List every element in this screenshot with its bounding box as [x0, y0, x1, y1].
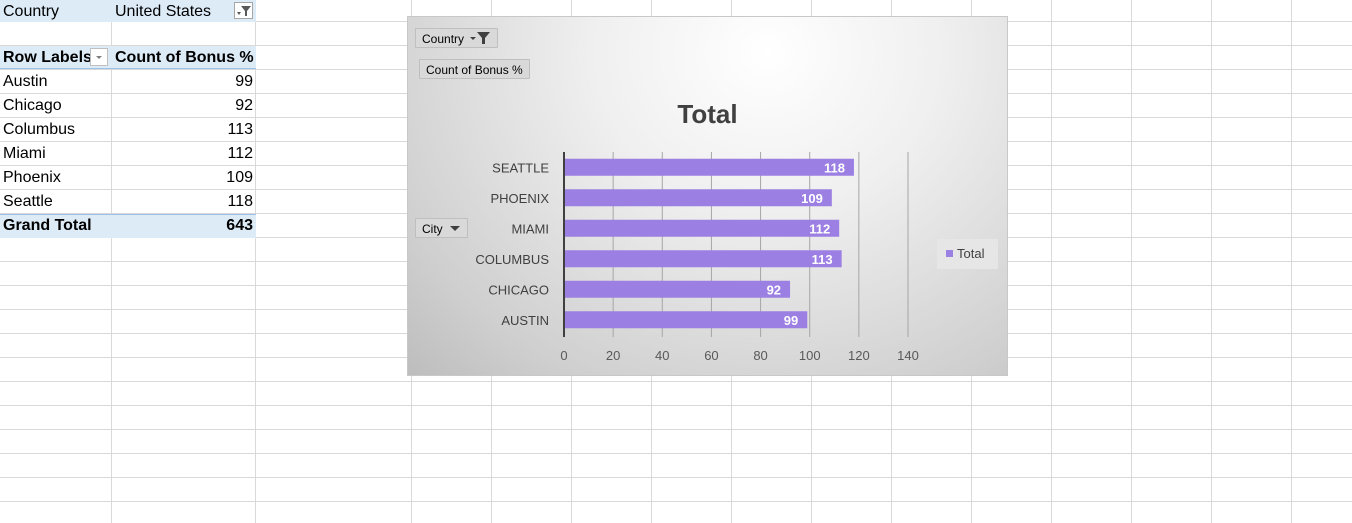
- pivot-row-label: Chicago: [3, 97, 62, 114]
- chevron-down-icon: [96, 56, 102, 59]
- data-label: 109: [801, 191, 823, 206]
- grid-row-line: [0, 429, 1352, 430]
- pivot-header-row: [0, 46, 256, 69]
- pivot-row-label: Seattle: [3, 193, 53, 210]
- y-category-label: MIAMI: [511, 221, 549, 236]
- data-label: 92: [767, 282, 781, 297]
- count-of-bonus-button[interactable]: Count of Bonus %: [419, 59, 530, 79]
- grid-row-line: [0, 501, 1352, 502]
- bar: [564, 250, 842, 268]
- grid-row-line: [0, 405, 1352, 406]
- pivot-row-value: 118: [227, 193, 253, 210]
- bar: [564, 219, 840, 237]
- y-category-label: COLUMBUS: [475, 252, 549, 267]
- grand-total-value: 643: [226, 217, 253, 234]
- grid-row-line: [0, 477, 1352, 478]
- chart-title: Total: [677, 99, 738, 129]
- grand-total-row: [0, 214, 256, 238]
- grid-row-line: [0, 381, 1352, 382]
- pivot-row-value: 112: [227, 145, 253, 162]
- legend-swatch: [946, 250, 953, 257]
- legend-label: Total: [957, 246, 985, 261]
- y-category-label: PHOENIX: [490, 191, 549, 206]
- x-tick-label: 140: [897, 348, 919, 363]
- x-tick-label: 60: [704, 348, 718, 363]
- chart-plot-area: 0 20 40 60 80 100 120 140 SEATTLE 118 PHOENIX 109 MI…: [475, 152, 919, 363]
- x-tick-label: 120: [848, 348, 870, 363]
- row-labels-dropdown-button[interactable]: [90, 48, 108, 66]
- grand-total-label: Grand Total: [3, 217, 92, 234]
- country-field-label: Country: [422, 32, 465, 46]
- x-tick-label: 20: [606, 348, 620, 363]
- pivot-row-value: 109: [226, 169, 253, 186]
- bar: [564, 280, 791, 298]
- value-header: Count of Bonus %: [115, 49, 254, 66]
- pivot-row-label: Miami: [3, 145, 46, 162]
- filter-icon: [470, 32, 491, 44]
- filter-field-label: Country: [3, 3, 60, 20]
- pivot-chart[interactable]: Country Count of Bonus % City Total 0 20 4…: [407, 16, 1008, 376]
- city-field-label: City: [422, 222, 443, 236]
- x-tick-label: 80: [753, 348, 767, 363]
- chevron-down-icon: [449, 226, 460, 231]
- bar: [564, 158, 854, 176]
- x-tick-label: 40: [655, 348, 669, 363]
- bar: [564, 189, 832, 207]
- data-label: 113: [812, 252, 833, 267]
- y-category-label: SEATTLE: [492, 160, 549, 175]
- pivot-row-label: Austin: [3, 73, 48, 90]
- data-label: 99: [784, 313, 798, 328]
- pivot-row-value: 113: [227, 121, 253, 138]
- country-field-button[interactable]: Country: [415, 28, 499, 48]
- x-tick-label: 0: [560, 348, 567, 363]
- city-field-button[interactable]: City: [415, 218, 468, 238]
- data-label: 118: [824, 160, 845, 175]
- x-tick-label: 100: [799, 348, 821, 363]
- grid-row-line: [0, 453, 1352, 454]
- pivot-row-value: 92: [235, 97, 253, 114]
- bar: [564, 311, 808, 329]
- filter-icon: [237, 6, 251, 16]
- data-label: 112: [809, 221, 830, 236]
- filter-field-value[interactable]: United States: [115, 3, 212, 20]
- filter-dropdown-button[interactable]: [234, 2, 253, 19]
- pivot-row-label: Columbus: [3, 121, 76, 138]
- pivot-row-label: Phoenix: [3, 169, 61, 186]
- y-category-label: CHICAGO: [488, 282, 549, 297]
- chart-legend[interactable]: Total: [937, 239, 998, 269]
- report-filter-row: [0, 0, 256, 22]
- pivot-row-value: 99: [235, 73, 253, 90]
- y-category-label: AUSTIN: [501, 313, 549, 328]
- row-labels-header: Row Labels: [3, 49, 92, 66]
